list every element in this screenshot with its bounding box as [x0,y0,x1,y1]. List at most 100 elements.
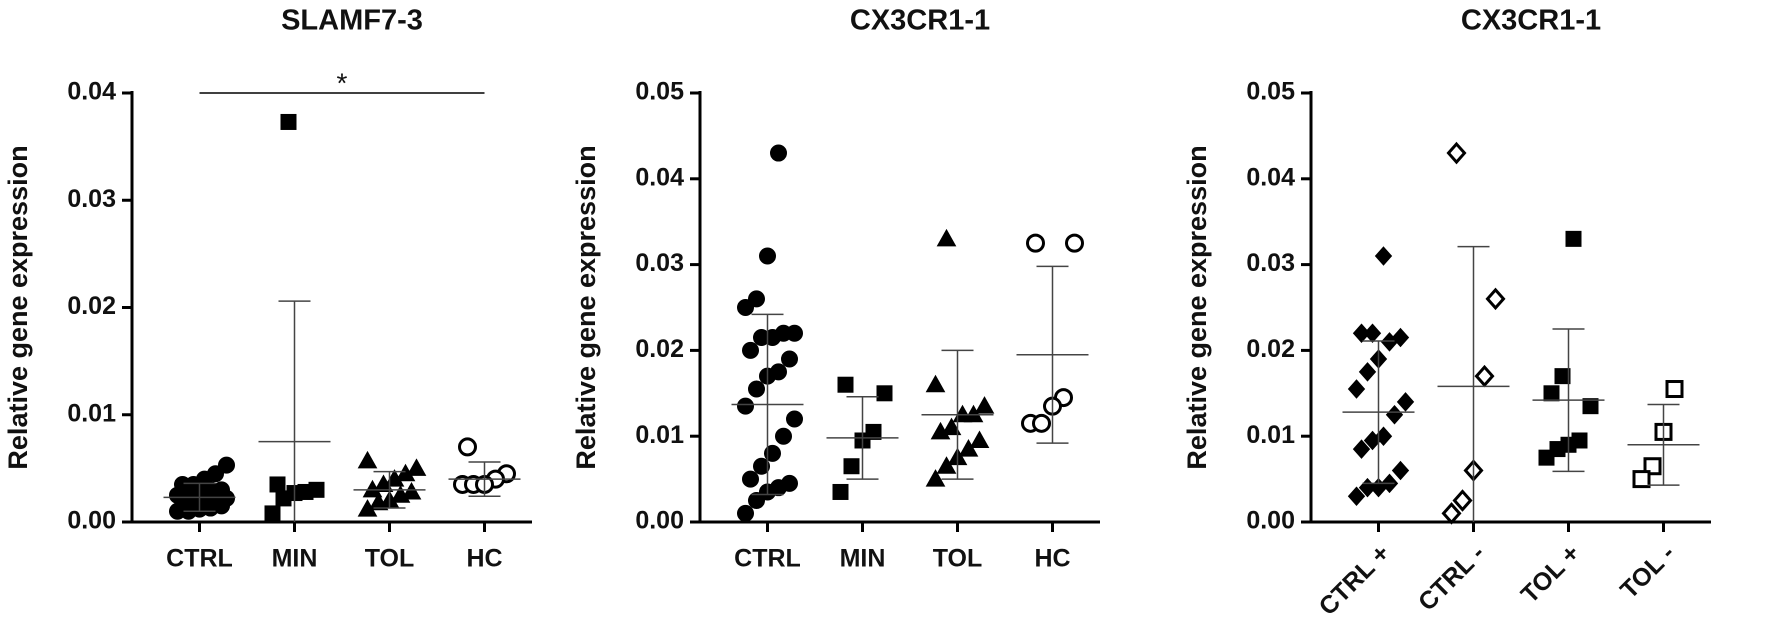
data-point [753,457,770,475]
y-axis-label: Relative gene expression [1182,145,1212,469]
x-tick-label: TOL + [1516,539,1586,609]
data-point [925,469,946,487]
data-point [275,490,292,507]
data-point [936,228,957,247]
data-point [1380,332,1399,352]
x-tick-label: MIN [840,545,886,573]
y-tick-label: 0.02 [635,335,684,363]
data-point [930,421,951,440]
y-tick-label: 0.02 [1246,335,1295,363]
x-tick-label: HC [466,545,502,573]
x-tick-label: CTRL [166,545,233,573]
data-point [1665,380,1684,399]
data-point [742,341,759,359]
data-point [737,397,754,415]
data-point [1026,233,1045,253]
x-tick-label: TOL [365,545,415,573]
data-point [390,485,411,503]
data-point [958,439,979,457]
data-point [368,492,389,511]
data-point [1358,362,1377,382]
data-point [269,476,286,493]
y-tick-label: 0.01 [67,399,116,427]
chart-title: SLAMF7-3 [281,5,423,37]
data-point [748,380,765,398]
data-point [775,427,792,445]
panel: SLAMF7-3 Relative gene expression 0.00 0.01… [3,5,532,573]
x-tick-label: CTRL [734,545,801,573]
y-tick-label: 0.04 [1246,163,1295,191]
y-tick-label: 0.00 [635,507,684,535]
y-tick-label: 0.04 [635,163,684,191]
data-point [748,492,765,510]
y-tick-label: 0.00 [1246,507,1295,535]
data-point [759,247,776,265]
data-point [406,458,427,476]
data-point [1352,439,1371,459]
y-tick-label: 0.03 [635,249,684,277]
chart-title: CX3CR1-1 [850,5,990,37]
data-point [1374,246,1393,266]
data-point [963,404,984,423]
data-point [1474,364,1495,388]
y-axis-label: Relative gene expression [3,145,33,469]
significance-label: * [337,67,348,98]
data-point [786,410,803,428]
y-tick-label: 0.00 [67,507,116,535]
data-point [1582,398,1599,415]
y-tick-label: 0.01 [1246,421,1295,449]
x-tick-label: CTRL + [1314,539,1396,621]
data-point [1485,287,1506,311]
data-point [362,479,383,498]
data-point [1543,385,1560,402]
data-point [1385,404,1404,425]
chart-title: CX3CR1-1 [1461,5,1601,37]
data-point [737,504,754,522]
data-point [280,113,297,130]
data-point [1065,233,1084,253]
y-tick-label: 0.02 [67,292,116,320]
x-tick-label: TOL [933,545,983,573]
data-point [764,329,781,347]
data-point [1391,460,1410,481]
data-point [1643,457,1662,476]
y-tick-label: 0.03 [1246,249,1295,277]
data-point [969,430,990,448]
x-tick-label: MIN [272,545,318,573]
data-point [1446,141,1467,165]
y-tick-label: 0.05 [635,78,684,106]
data-point [843,458,860,475]
panel: CX3CR1-1 Relative gene expression 0.00 0.01… [1182,5,1711,621]
data-point [837,376,854,393]
data-point [1363,323,1382,343]
data-point [764,444,781,462]
data-point [786,324,803,342]
data-point [1632,470,1651,489]
x-tick-label: CTRL - [1413,539,1490,616]
data-point [185,475,202,493]
y-tick-label: 0.03 [67,185,116,213]
data-point [1441,502,1462,525]
data-point [1452,489,1473,512]
data-point [941,417,962,436]
y-tick-label: 0.04 [67,78,116,106]
data-point [876,385,893,402]
data-point [737,299,754,316]
data-point [458,437,477,457]
data-point [357,450,378,469]
data-point [742,470,759,488]
y-tick-label: 0.01 [635,421,684,449]
data-point [264,505,281,522]
data-point [373,474,394,492]
data-point [974,396,995,414]
data-point [357,499,378,517]
x-tick-label: HC [1034,545,1070,573]
data-point [1032,413,1051,433]
data-point [1347,379,1366,399]
data-point [1549,441,1566,458]
data-point [1396,392,1415,412]
data-point [1554,368,1571,385]
y-tick-label: 0.05 [1246,78,1295,106]
